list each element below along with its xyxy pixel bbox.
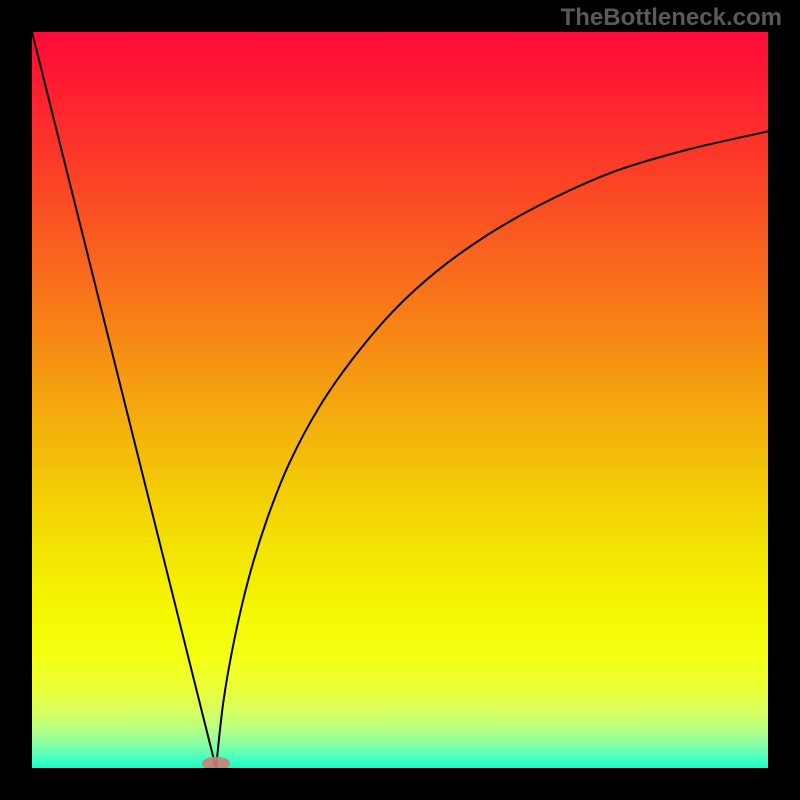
gradient-background	[32, 32, 768, 768]
plot-svg	[32, 32, 768, 768]
watermark-text: TheBottleneck.com	[561, 4, 782, 32]
plot-area	[32, 32, 768, 768]
chart-canvas: TheBottleneck.com	[0, 0, 800, 800]
